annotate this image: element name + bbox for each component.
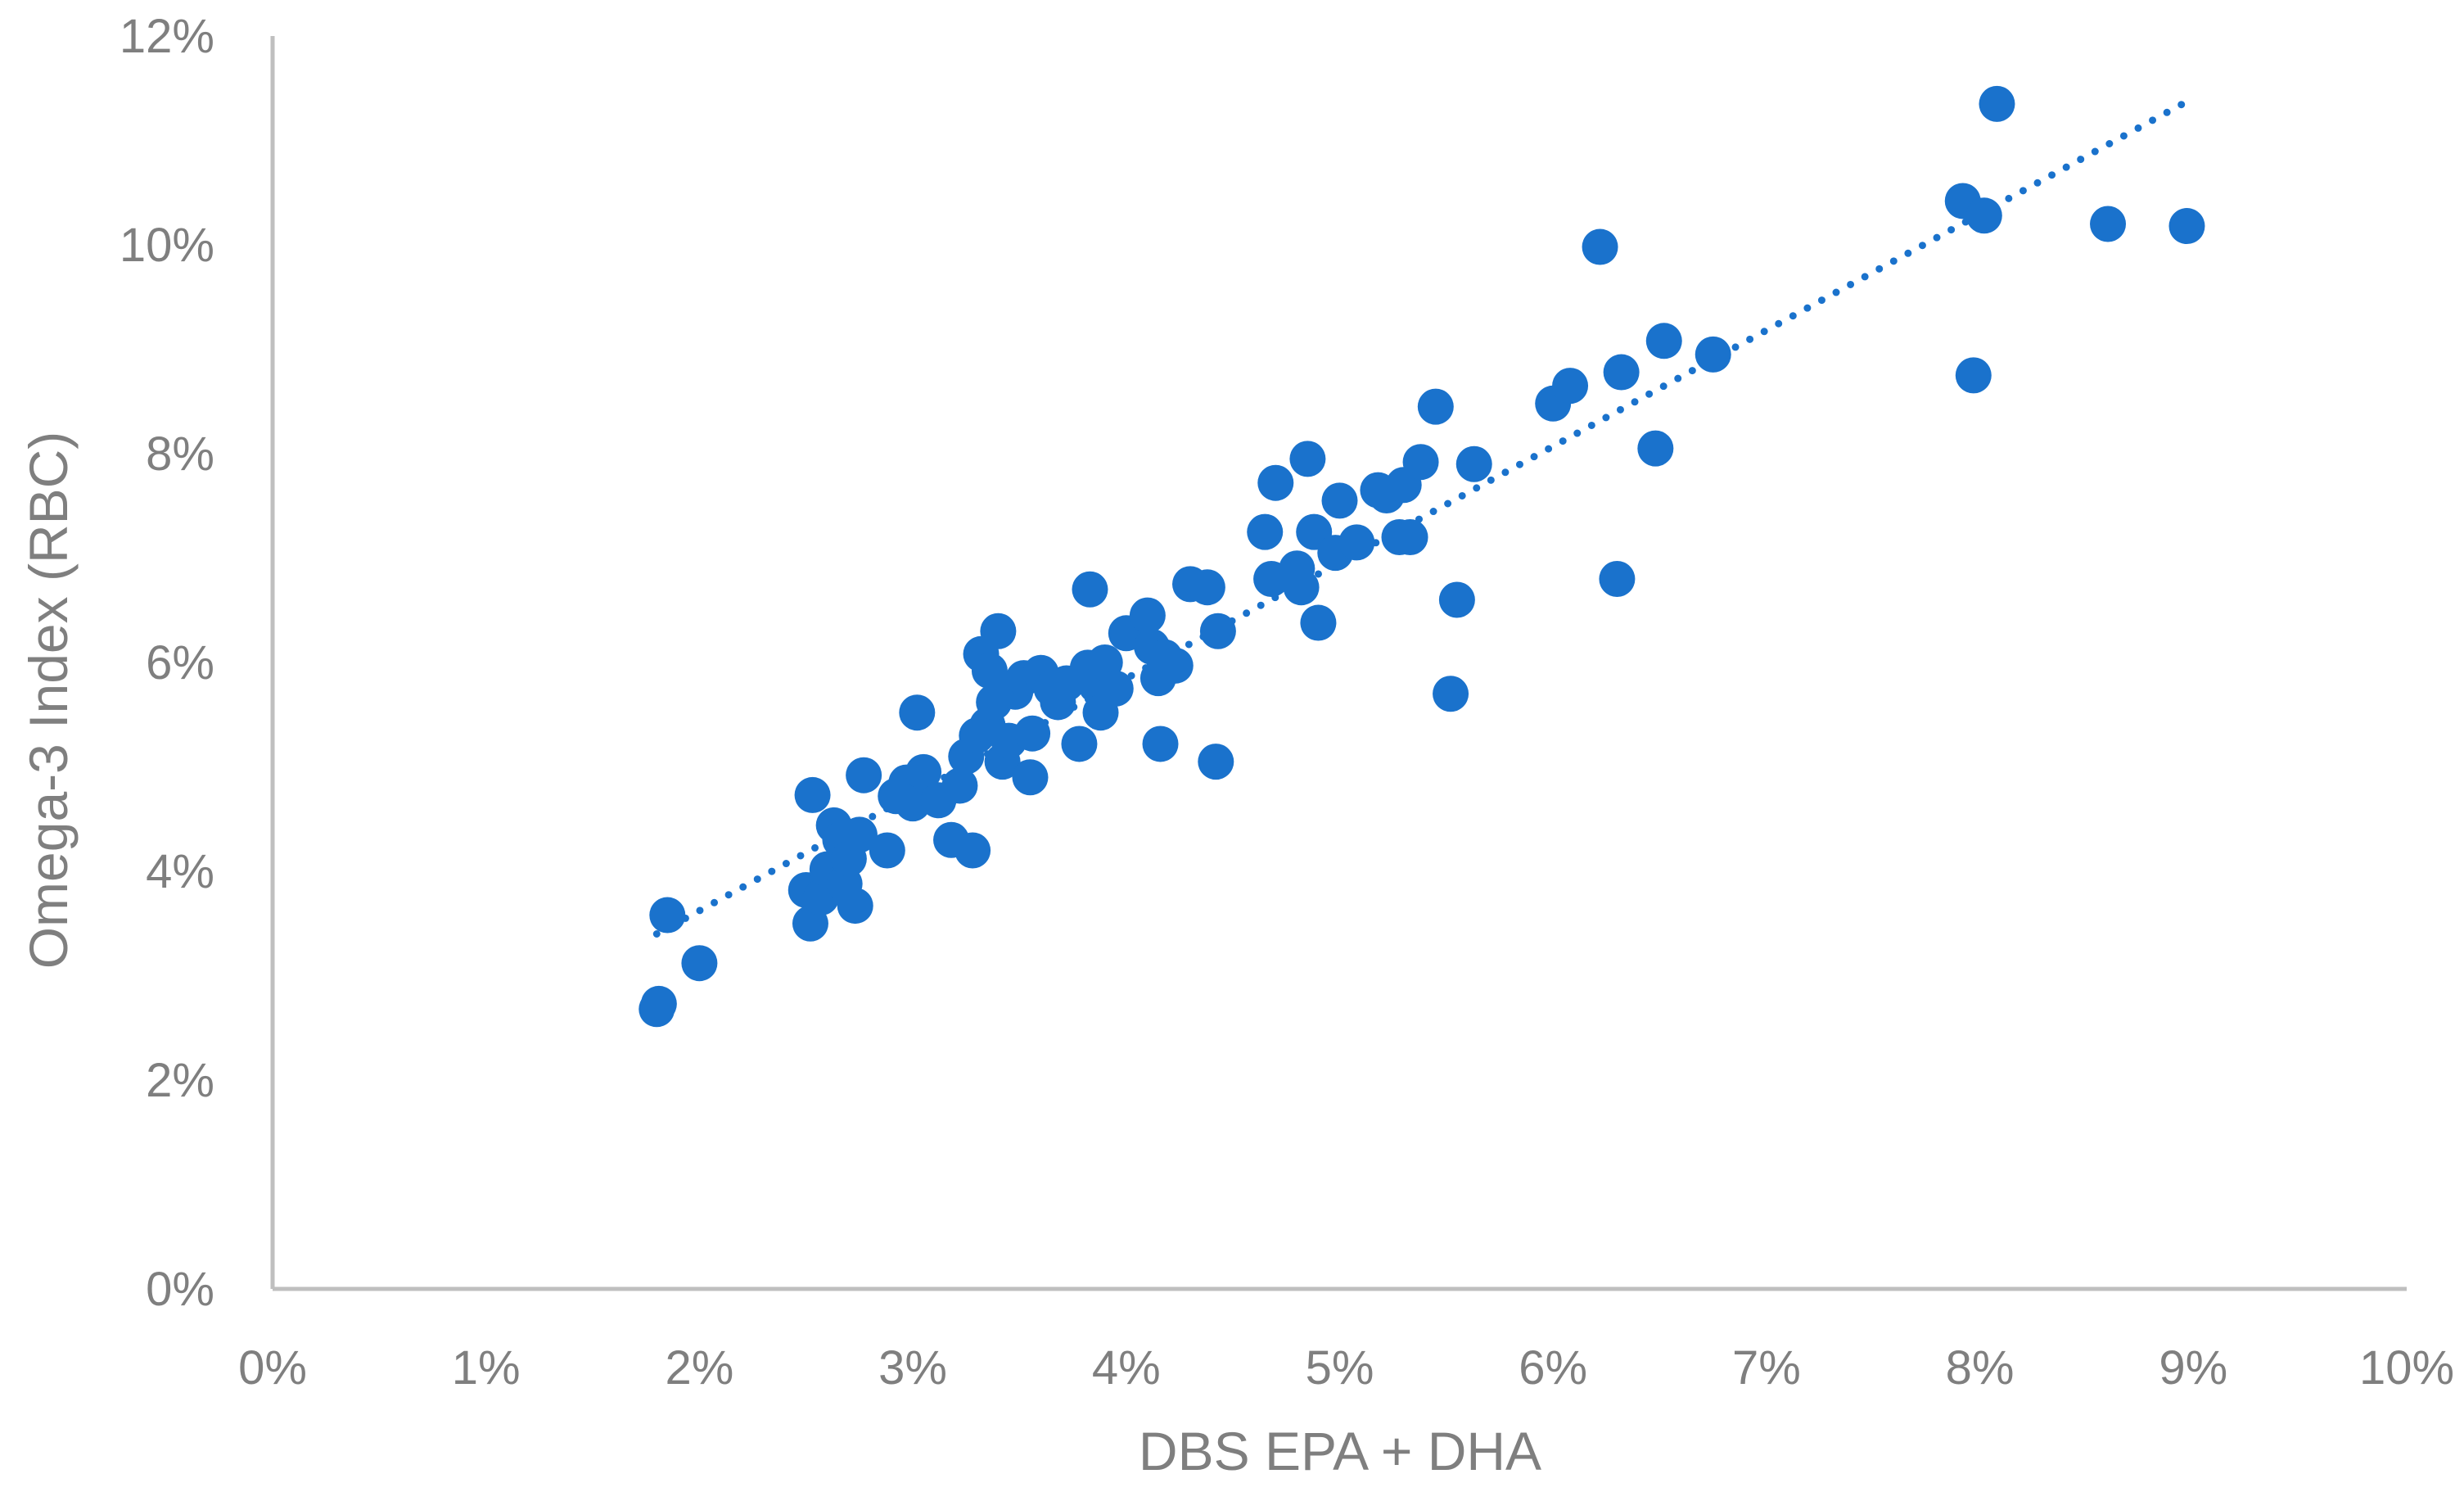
y-tick-label: 6% [146,636,214,689]
data-point [1955,357,1992,394]
data-point [1979,85,2015,122]
data-point [1645,323,1682,359]
data-point [1061,726,1098,762]
data-point [869,832,905,869]
data-point [1338,524,1375,561]
x-tick-label: 6% [1519,1341,1587,1395]
data-point [2090,206,2127,242]
data-point [1012,759,1049,796]
y-tick-label: 8% [146,427,214,481]
data-point [1072,571,1108,608]
data-point [954,832,991,869]
data-point [640,985,677,1022]
x-tick-label: 10% [2359,1341,2454,1395]
data-point [1582,228,1618,265]
data-point [1157,647,1194,684]
data-point [1965,197,2002,234]
x-tick-label: 9% [2159,1341,2227,1395]
data-point [1603,354,1640,391]
data-point [980,613,1017,649]
data-point [681,945,718,982]
data-point [971,653,1008,689]
data-point [1283,569,1320,606]
x-tick-label: 1% [452,1341,521,1395]
data-point [841,816,878,853]
x-tick-label: 7% [1732,1341,1801,1395]
data-point [1198,744,1234,780]
x-tick-label: 0% [238,1341,307,1395]
data-point [1189,569,1225,606]
data-point [1300,604,1337,641]
data-point [2168,208,2205,245]
data-point [1142,726,1179,762]
data-point [649,897,686,934]
data-point [1455,445,1492,482]
data-point [941,767,978,804]
data-point [1438,581,1475,618]
x-tick-label: 4% [1092,1341,1161,1395]
y-tick-label: 2% [146,1054,214,1107]
y-tick-label: 10% [120,219,214,272]
data-point [794,776,831,813]
y-tick-label: 0% [146,1263,214,1316]
data-points [639,85,2205,1028]
data-point [1392,519,1428,555]
x-tick-label: 5% [1306,1341,1374,1395]
y-tick-label: 12% [120,10,214,63]
data-point [1247,513,1284,550]
data-point [1417,388,1454,425]
data-point [1321,482,1358,519]
x-tick-label: 8% [1946,1341,2015,1395]
data-point [1637,430,1674,467]
x-tick-labels: 0% 1% 2% 3% 4% 5% 6% 7% 8% 9% 10% [238,1341,2454,1395]
data-point [1402,444,1439,481]
data-point [905,753,942,790]
data-point [1129,597,1166,634]
data-point [1289,441,1326,477]
y-axis-title: Omega-3 Index (RBC) [18,432,79,970]
data-point [1552,368,1589,405]
trendline [652,100,2186,938]
x-tick-label: 3% [878,1341,947,1395]
y-tick-labels: 0% 2% 4% 6% 8% 10% 12% [120,10,214,1316]
data-point [1199,613,1236,649]
data-point [1257,464,1294,501]
data-point [1014,715,1051,752]
data-point [1433,676,1469,712]
y-tick-label: 4% [146,845,214,898]
x-axis-title: DBS EPA + DHA [1139,1421,1541,1481]
data-point [1599,561,1636,597]
data-point [1097,670,1134,707]
data-point [899,694,936,731]
x-tick-label: 2% [665,1341,733,1395]
data-point [1695,336,1731,373]
data-point [846,757,882,793]
data-point [837,888,873,925]
